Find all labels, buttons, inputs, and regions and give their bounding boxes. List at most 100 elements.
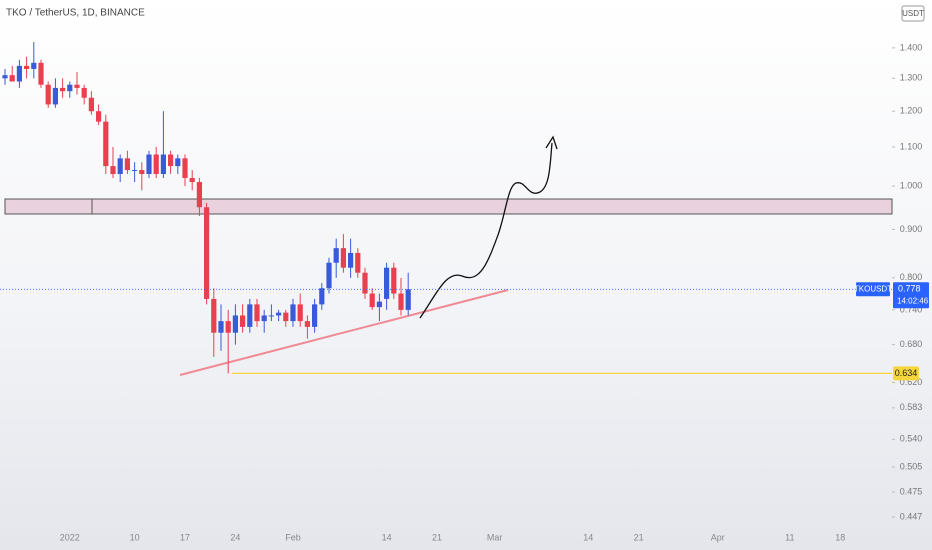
overlay-layer: 0.634 TKOUSDT 0.778 14:02:46	[0, 282, 929, 381]
candle-body	[240, 315, 246, 327]
candle-body	[60, 87, 66, 92]
candle-body	[204, 207, 210, 299]
candle-body	[348, 252, 354, 268]
x-tick-label: 21	[432, 532, 442, 542]
candle-body	[52, 87, 58, 105]
projection-arrow	[419, 142, 553, 319]
candle-body	[362, 272, 368, 294]
symbol-label-bg	[856, 282, 890, 297]
candle-body	[247, 304, 253, 327]
support-label: 0.634	[895, 368, 918, 378]
candle-body	[153, 154, 159, 174]
candle-body	[38, 62, 44, 85]
candle-body	[124, 158, 130, 171]
y-tick-label: 0.447	[900, 511, 923, 521]
candle-body	[225, 321, 231, 333]
candle-body	[175, 158, 181, 167]
y-tick-label: 1.300	[900, 73, 923, 83]
y-tick-label: 0.505	[900, 461, 923, 471]
candle-body	[168, 154, 174, 167]
currency-button[interactable]: USDT	[902, 9, 924, 18]
candle-body	[211, 298, 217, 333]
price-label-bg	[893, 282, 929, 309]
x-tick-label: 21	[634, 532, 644, 542]
y-tick-label: 0.540	[900, 434, 923, 444]
candle-body	[31, 62, 37, 69]
x-tick-label: 14	[382, 532, 392, 542]
x-tick-label: Mar	[487, 532, 503, 542]
candle-body	[81, 87, 87, 98]
candle-body	[290, 304, 296, 322]
y-tick-label: 1.400	[900, 42, 923, 52]
candle-body	[103, 121, 109, 167]
trend-line	[179, 289, 509, 376]
price-label: 0.778	[898, 284, 921, 294]
y-tick-label: 1.100	[900, 141, 923, 151]
candle-body	[268, 315, 274, 317]
candle-body	[196, 182, 202, 208]
x-tick-label: 17	[180, 532, 190, 542]
y-tick-label: 0.475	[900, 486, 923, 496]
x-tick-label: 11	[785, 532, 794, 542]
candle-body	[160, 154, 166, 174]
candle-body	[189, 178, 195, 183]
candle-body	[96, 111, 102, 122]
candle-body	[67, 84, 73, 92]
y-tick-label: 0.583	[900, 402, 923, 412]
candle-body	[398, 293, 404, 310]
x-tick-label: 18	[835, 532, 845, 542]
candle-body	[218, 321, 224, 333]
candle-body	[9, 75, 15, 82]
candle-body	[88, 97, 94, 112]
y-tick-label: 1.000	[900, 181, 923, 191]
candle-body	[2, 75, 8, 79]
candle-body	[146, 154, 152, 174]
candle-body	[326, 262, 332, 289]
y-tick-label: 0.620	[900, 377, 923, 387]
candle-body	[369, 293, 375, 308]
candle-body	[232, 315, 238, 333]
x-tick-label: 10	[130, 532, 140, 542]
candle-body	[283, 312, 289, 322]
marks-layer: 1.400 1.300 1.200 1.100 1.000 0.900 0.800 0.740…	[2, 42, 922, 542]
candle-body	[376, 301, 382, 308]
x-tick-label: 24	[230, 532, 240, 542]
candle-body	[110, 166, 116, 174]
candle-body	[276, 312, 282, 316]
countdown-label: 14:02:46	[897, 296, 929, 305]
candle-body	[355, 252, 361, 273]
resistance-zone	[4, 198, 893, 215]
candle-body	[304, 321, 310, 327]
currency-button-frame[interactable]	[901, 5, 925, 22]
x-tick-label: Apr	[711, 532, 725, 542]
candle-body	[391, 267, 397, 294]
chart-title: TKO / TetherUS, 1D, BINANCE	[6, 8, 145, 19]
candle-body	[261, 315, 267, 322]
symbol-label: TKOUSDT	[854, 284, 892, 293]
candle-body	[340, 248, 346, 268]
y-tick-label: 0.740	[900, 304, 923, 314]
candle-body	[254, 304, 260, 322]
candle-body	[319, 288, 325, 305]
support-label-bg	[893, 366, 919, 381]
candle-body	[74, 84, 80, 88]
candle-body	[45, 84, 51, 105]
candle-body	[16, 65, 22, 82]
candle-body	[24, 65, 30, 69]
candle-body	[132, 170, 138, 172]
y-tick-label: 0.680	[900, 339, 923, 349]
candle-body	[312, 304, 318, 327]
y-tick-label: 1.200	[900, 106, 923, 116]
x-tick-label: 14	[583, 532, 593, 542]
x-tick-label: 2022	[60, 532, 80, 542]
y-tick-label: 0.900	[900, 224, 923, 234]
candle-body	[333, 248, 339, 263]
candle-body	[405, 289, 411, 310]
x-tick-label: Feb	[285, 532, 301, 542]
y-tick-label: 0.800	[900, 272, 923, 282]
candle-body	[297, 304, 303, 322]
candle-body	[117, 158, 123, 174]
